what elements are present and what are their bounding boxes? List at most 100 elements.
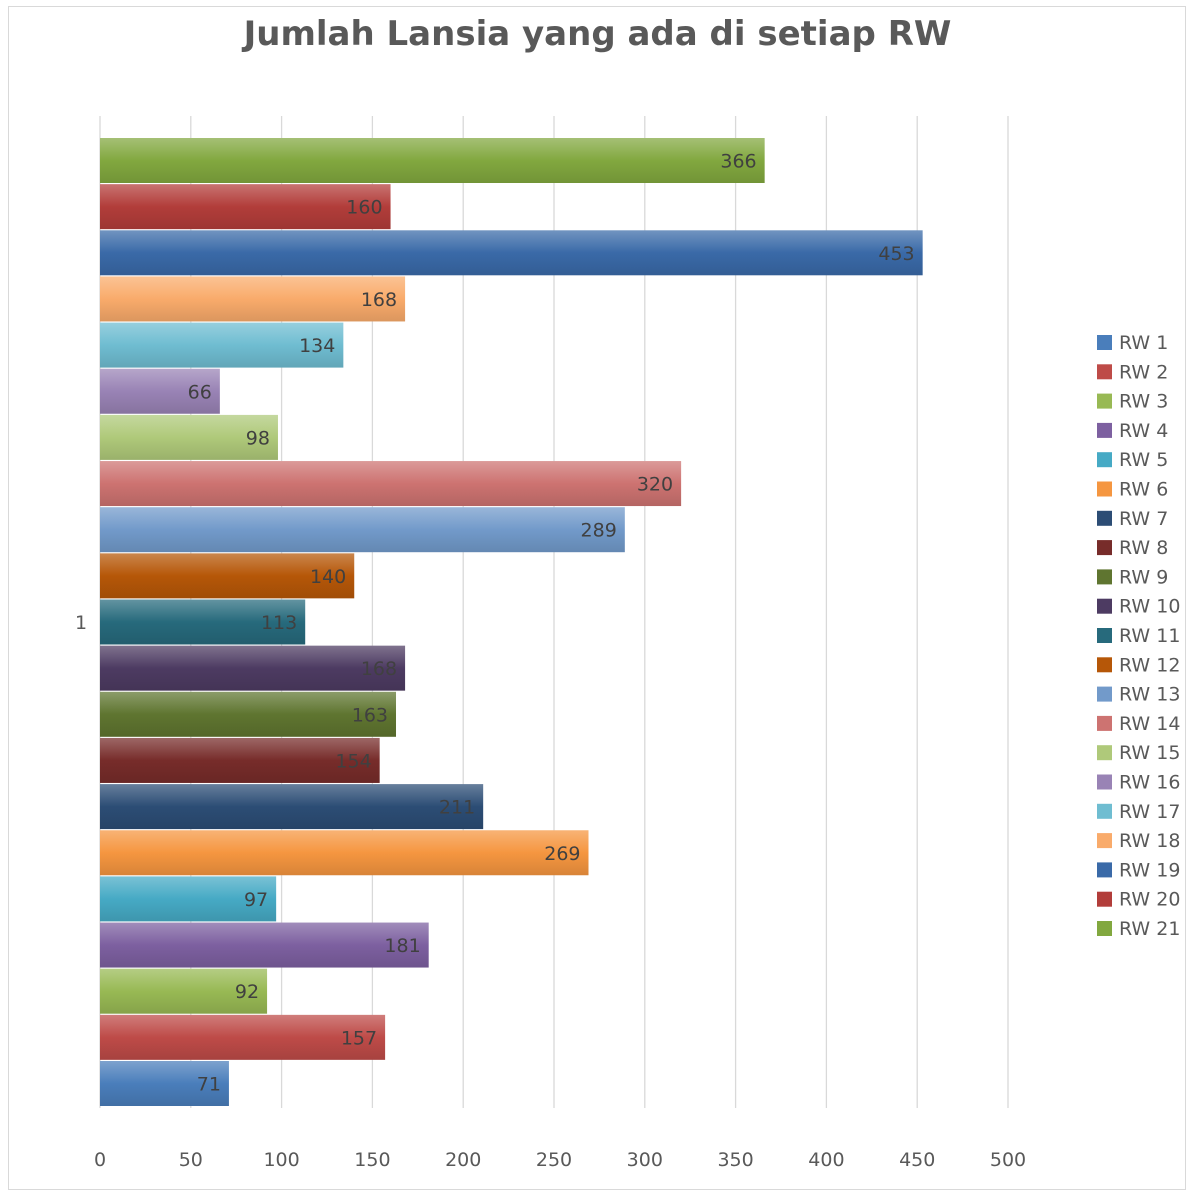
data-label: 134: [299, 335, 335, 357]
bar-rw-12: [100, 553, 355, 599]
legend-label: RW 8: [1119, 537, 1168, 559]
legend-label: RW 4: [1119, 420, 1168, 442]
x-tick-label: 100: [263, 1149, 299, 1171]
data-label: 92: [235, 981, 259, 1003]
bar-rw-21: [100, 138, 765, 183]
data-label: 269: [544, 843, 580, 865]
legend-swatch: [1097, 598, 1112, 614]
legend-swatch: [1097, 452, 1112, 468]
bar-rw-5: [100, 876, 277, 922]
legend-swatch: [1097, 774, 1112, 790]
x-tick-label: 150: [354, 1149, 390, 1171]
legend-swatch: [1097, 833, 1112, 849]
legend-swatch: [1097, 393, 1112, 409]
data-labels: 71 157 92 181 97 269 211 154 163 168 113 140 289 320 9…: [188, 151, 915, 1096]
bar-rw-9: [100, 691, 397, 737]
legend-swatch: [1097, 422, 1112, 438]
x-tick-label: 350: [717, 1149, 753, 1171]
data-label: 66: [188, 381, 212, 403]
legend-swatch: [1097, 715, 1112, 731]
data-label: 71: [197, 1074, 221, 1096]
bar-rw-11: [100, 599, 306, 645]
data-label: 453: [878, 243, 914, 265]
x-tick-label: 250: [536, 1149, 572, 1171]
bar-rw-4: [100, 922, 429, 968]
legend: RW 1 RW 2 RW 3 RW 4 RW 5 RW 6 RW 7 RW 8 RW 9 RW 1…: [1097, 332, 1180, 940]
legend-swatch: [1097, 364, 1112, 380]
bar-rw-18: [100, 276, 406, 322]
x-tick-label: 200: [445, 1149, 481, 1171]
bar-rw-3: [100, 968, 268, 1014]
legend-label: RW 13: [1119, 684, 1180, 706]
x-axis: 0 50 100 150 200 250 300 350 400 450 500: [94, 1149, 1026, 1171]
data-label: 320: [637, 474, 673, 496]
legend-label: RW 19: [1119, 859, 1180, 881]
legend-swatch: [1097, 921, 1112, 936]
legend-swatch: [1097, 803, 1112, 819]
y-axis: 1: [75, 612, 87, 634]
legend-label: RW 16: [1119, 772, 1180, 794]
legend-swatch: [1097, 569, 1112, 585]
legend-label: RW 14: [1119, 713, 1180, 735]
data-label: 97: [244, 889, 268, 911]
legend-swatch: [1097, 335, 1112, 350]
legend-label: RW 10: [1119, 596, 1180, 618]
data-label: 168: [361, 289, 397, 311]
data-label: 289: [581, 520, 617, 542]
bar-rw-14: [100, 461, 682, 507]
bar-rw-6: [100, 830, 589, 876]
legend-swatch: [1097, 862, 1112, 878]
x-tick-label: 50: [179, 1149, 203, 1171]
data-label: 163: [352, 704, 388, 726]
data-label: 160: [346, 197, 382, 219]
bar-rw-20: [100, 184, 391, 230]
data-label: 140: [310, 566, 346, 588]
x-tick-label: 300: [627, 1149, 663, 1171]
legend-label: RW 9: [1119, 566, 1168, 588]
bar-rw-13: [100, 507, 625, 553]
legend-swatch: [1097, 481, 1112, 497]
legend-swatch: [1097, 510, 1112, 526]
bar-rw-7: [100, 784, 484, 830]
data-label: 113: [261, 612, 297, 634]
bar-rw-15: [100, 414, 278, 460]
legend-swatch: [1097, 540, 1112, 556]
legend-label: RW 6: [1119, 479, 1168, 501]
legend-swatch: [1097, 745, 1112, 761]
bar-rw-1: [100, 1061, 229, 1106]
bars: [100, 138, 923, 1106]
bar-rw-2: [100, 1014, 386, 1060]
legend-label: RW 11: [1119, 625, 1180, 647]
legend-label: RW 21: [1119, 918, 1180, 940]
legend-label: RW 2: [1119, 361, 1168, 383]
legend-label: RW 17: [1119, 801, 1180, 823]
data-label: 211: [439, 797, 475, 819]
legend-swatch: [1097, 628, 1112, 643]
data-label: 154: [335, 750, 371, 772]
data-label: 157: [341, 1027, 377, 1049]
chart-title: Jumlah Lansia yang ada di setiap RW: [243, 14, 952, 54]
bar-rw-19: [100, 230, 923, 276]
legend-swatch: [1097, 686, 1112, 702]
x-tick-label: 400: [808, 1149, 844, 1171]
x-tick-label: 500: [990, 1149, 1026, 1171]
bar-rw-10: [100, 645, 406, 691]
legend-label: RW 20: [1119, 889, 1180, 911]
data-label: 181: [384, 935, 420, 957]
bar-rw-16: [100, 368, 220, 414]
legend-swatch: [1097, 891, 1112, 907]
x-tick-label: 450: [899, 1149, 935, 1171]
x-tick-label: 0: [94, 1149, 106, 1171]
legend-label: RW 1: [1119, 332, 1168, 354]
legend-label: RW 18: [1119, 830, 1180, 852]
legend-label: RW 5: [1119, 449, 1168, 471]
legend-label: RW 7: [1119, 508, 1168, 530]
legend-swatch: [1097, 657, 1112, 673]
legend-label: RW 12: [1119, 654, 1180, 676]
legend-label: RW 3: [1119, 391, 1168, 413]
category-label: 1: [75, 612, 87, 634]
legend-label: RW 15: [1119, 742, 1180, 764]
data-label: 366: [720, 151, 756, 173]
bar-rw-8: [100, 737, 380, 783]
